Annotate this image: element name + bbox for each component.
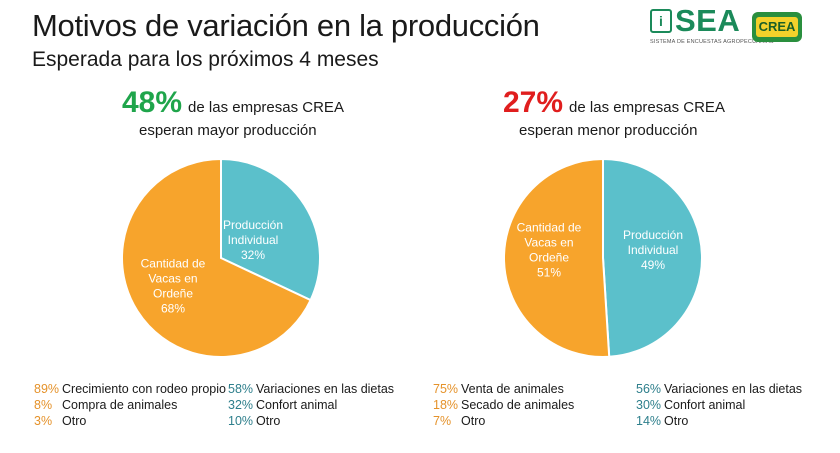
legend-item-percent: 7%	[433, 414, 452, 428]
legend-item-percent: 58%	[228, 382, 254, 396]
slice-label-1: Cantidad de	[141, 257, 206, 271]
legend-item: 8% Compra de animales	[34, 397, 226, 413]
right-headline: 27% de las empresas CREA	[503, 86, 725, 120]
slice-label-1: Cantidad de	[517, 221, 582, 235]
left-headline-line1: de las empresas CREA	[188, 99, 344, 116]
legend-item-label: Otro	[664, 414, 689, 428]
slice-label-0: Individual	[228, 233, 279, 247]
legend-right-orange: 75% Venta de animales 18% Secado de animale…	[433, 381, 574, 429]
pie-slice-0	[220, 157, 321, 302]
legend-item-percent: 8%	[34, 398, 53, 412]
legend-item: 10% Otro	[228, 413, 394, 429]
legend-item: 58% Variaciones en las dietas	[228, 381, 394, 397]
slice-label-0: Producción	[223, 218, 283, 232]
slice-value-label-1: 51%	[537, 266, 561, 280]
right-headline-line1: de las empresas CREA	[569, 99, 725, 116]
crea-logo-text: CREA	[756, 17, 798, 37]
pie-slice-0	[602, 157, 703, 358]
slice-value-label-0: 32%	[241, 248, 265, 262]
sea-logo-mark: i	[650, 9, 672, 33]
legend-item-label: Confort animal	[664, 398, 746, 412]
page-title: Motivos de variación en la producción	[32, 8, 540, 43]
left-big-percent: 48%	[122, 86, 183, 119]
slice-label-1: Ordeñe	[153, 287, 193, 301]
pie-slice-1	[503, 157, 611, 358]
legend-item-label: Otro	[62, 414, 87, 428]
left-headline-line2: esperan mayor producción	[139, 122, 317, 139]
left-headline: 48% de las empresas CREA	[122, 86, 344, 120]
legend-item: 14% Otro	[636, 413, 802, 429]
legend-item-percent: 56%	[636, 382, 662, 396]
slice-label-0: Producción	[623, 228, 683, 242]
pie-slice-1	[121, 157, 312, 358]
legend-item: 30% Confort animal	[636, 397, 802, 413]
right-headline-line2: esperan menor producción	[519, 122, 698, 139]
legend-item: 32% Confort animal	[228, 397, 394, 413]
legend-item: 18% Secado de animales	[433, 397, 574, 413]
legend-item-label: Variaciones en las dietas	[664, 382, 803, 396]
legend-item-label: Confort animal	[256, 398, 338, 412]
legend-item-label: Crecimiento con rodeo propio	[62, 382, 226, 396]
legend-item: 3% Otro	[34, 413, 226, 429]
slice-label-1: Vacas en	[148, 272, 197, 286]
legend-item-label: Otro	[461, 414, 486, 428]
legend-item-percent: 14%	[636, 414, 662, 428]
slice-value-label-1: 68%	[161, 302, 185, 316]
slice-label-1: Ordeñe	[529, 251, 569, 265]
right-big-percent: 27%	[503, 86, 564, 119]
legend-item-label: Compra de animales	[62, 398, 178, 412]
legend-item-percent: 75%	[433, 382, 459, 396]
legend-item-percent: 32%	[228, 398, 254, 412]
legend-left-teal: 58% Variaciones en las dietas 32% Confort a…	[228, 381, 394, 429]
sea-logo-subtitle: SISTEMA DE ENCUESTAS AGROPECUARIAS	[650, 39, 774, 45]
legend-item-percent: 3%	[34, 414, 53, 428]
sea-logo-text: SEA	[675, 3, 741, 38]
legend-item: 7% Otro	[433, 413, 574, 429]
crea-logo: CREA	[752, 12, 802, 42]
legend-right-teal: 56% Variaciones en las dietas 30% Confort a…	[636, 381, 802, 429]
slice-value-label-0: 49%	[641, 258, 665, 272]
legend-item: 89% Crecimiento con rodeo propio	[34, 381, 226, 397]
legend-item-percent: 89%	[34, 382, 60, 396]
legend-item-percent: 10%	[228, 414, 254, 428]
legend-item: 56% Variaciones en las dietas	[636, 381, 802, 397]
sea-logo: i SEA SISTEMA DE ENCUESTAS AGROPECUARIAS	[650, 3, 774, 49]
slice-label-1: Vacas en	[524, 236, 573, 250]
legend-item: 75% Venta de animales	[433, 381, 574, 397]
legend-item-label: Variaciones en las dietas	[256, 382, 395, 396]
legend-item-percent: 18%	[433, 398, 459, 412]
legend-item-label: Secado de animales	[461, 398, 575, 412]
page-subtitle: Esperada para los próximos 4 meses	[32, 48, 379, 71]
slice-label-0: Individual	[628, 243, 679, 257]
legend-left-orange: 89% Crecimiento con rodeo propio 8% Compra …	[34, 381, 226, 429]
legend-item-label: Venta de animales	[461, 382, 564, 396]
legend-item-percent: 30%	[636, 398, 662, 412]
legend-item-label: Otro	[256, 414, 281, 428]
